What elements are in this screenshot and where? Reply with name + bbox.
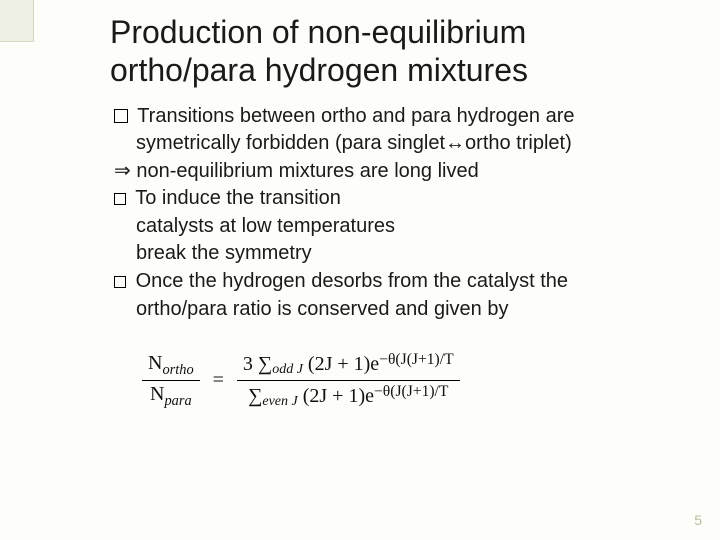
equation-block: Northo Npara = 3 ∑odd J (2J + 1)e−θ(J(J+… <box>114 350 660 411</box>
double-arrow-icon: ↔ <box>445 132 465 154</box>
eq-equals: = <box>205 368 232 394</box>
text: non-equilibrium mixtures are long lived <box>131 160 479 182</box>
square-bullet-icon <box>114 193 126 205</box>
eq-rhs-num: 3 ∑odd J (2J + 1)e−θ(J(J+1)/T <box>237 350 460 380</box>
text: Once the hydrogen desorbs from the catal… <box>136 270 568 292</box>
bullet-1-line-1: Transitions between ortho and para hydro… <box>114 104 660 130</box>
eq-lhs-fraction: Northo Npara <box>142 351 200 411</box>
bullet-2-line-3: break the symmetry <box>114 241 660 267</box>
bullet-1-line-2: symetrically forbidden (para singlet↔ort… <box>114 131 660 157</box>
slide-content: Production of non-equilibrium ortho/para… <box>0 0 720 540</box>
bullet-3-line-2: ortho/para ratio is conserved and given … <box>114 297 660 323</box>
bullet-1-line-3: ⇒ non-equilibrium mixtures are long live… <box>114 159 660 185</box>
slide-title: Production of non-equilibrium ortho/para… <box>110 14 660 90</box>
bullet-2-line-2: catalysts at low temperatures <box>114 214 660 240</box>
text: ortho triplet) <box>465 132 572 154</box>
slide-body: Transitions between ortho and para hydro… <box>110 104 660 412</box>
equation: Northo Npara = 3 ∑odd J (2J + 1)e−θ(J(J+… <box>142 350 460 411</box>
square-bullet-icon <box>114 276 126 288</box>
eq-lhs-num: Northo <box>148 352 194 374</box>
eq-lhs-den: Npara <box>150 383 192 405</box>
eq-rhs-den: ∑even J (2J + 1)e−θ(J(J+1)/T <box>237 380 460 411</box>
implies-icon: ⇒ <box>114 160 131 182</box>
page-number: 5 <box>694 512 702 528</box>
text: To induce the transition <box>135 187 341 209</box>
square-bullet-icon <box>114 109 128 123</box>
eq-rhs-fraction: 3 ∑odd J (2J + 1)e−θ(J(J+1)/T ∑even J (2… <box>237 350 460 411</box>
text: symetrically forbidden (para singlet <box>136 132 445 154</box>
text: Transitions between ortho and para hydro… <box>132 105 575 127</box>
bullet-2-line-1: To induce the transition <box>114 186 660 212</box>
bullet-3-line-1: Once the hydrogen desorbs from the catal… <box>114 269 660 295</box>
